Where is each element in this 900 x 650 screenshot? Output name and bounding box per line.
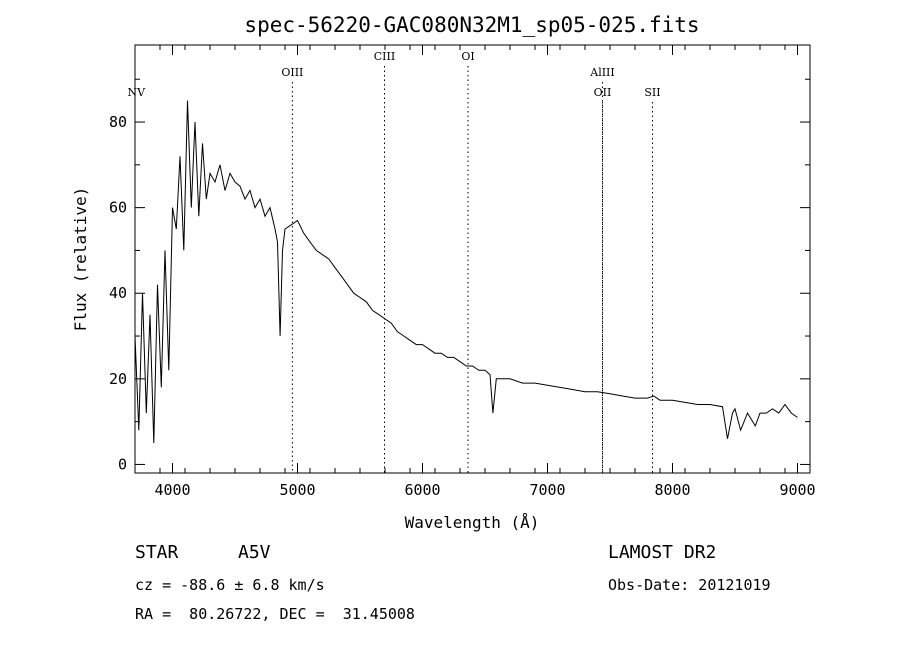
x-tick-label: 8000 — [654, 481, 690, 499]
spectral-line-markers: NV OIII CIII OI AlIII OII SII — [127, 50, 661, 473]
y-tick-label: 60 — [109, 199, 127, 217]
flux-curve-group — [134, 100, 798, 444]
line-marker-label: CIII — [374, 50, 395, 63]
y-axis-ticks: 0 20 40 60 80 — [109, 78, 810, 473]
y-tick-label: 80 — [109, 113, 127, 131]
y-tick-label: 40 — [109, 284, 127, 302]
x-tick-label: 7000 — [529, 481, 565, 499]
flux-line — [134, 100, 798, 444]
redshift-velocity: cz = -88.6 ± 6.8 km/s — [135, 576, 325, 594]
line-marker-label: OI — [461, 50, 474, 63]
coordinates: RA = 80.26722, DEC = 31.45008 — [135, 605, 415, 623]
line-marker-label: OII — [594, 86, 612, 99]
x-axis-ticks: 4000 5000 6000 7000 8000 9000 — [134, 45, 816, 499]
y-tick-label: 20 — [109, 370, 127, 388]
line-marker-label: AlIII — [589, 66, 615, 79]
line-marker-label: OIII — [281, 66, 303, 79]
y-axis-label: Flux (relative) — [71, 187, 90, 332]
spectrum-plot: spec-56220-GAC080N32M1_sp05-025.fits NV O… — [71, 13, 816, 532]
observation-date: Obs-Date: 20121019 — [608, 576, 771, 594]
plot-frame — [134, 44, 811, 474]
y-tick-label: 0 — [118, 455, 127, 473]
x-tick-label: 6000 — [404, 481, 440, 499]
line-marker-label: NV — [127, 86, 146, 99]
object-class: STAR — [135, 542, 179, 563]
x-tick-label: 5000 — [279, 481, 315, 499]
line-marker-label: SII — [644, 86, 660, 99]
x-axis-label: Wavelength (Å) — [405, 513, 540, 532]
x-tick-label: 4000 — [154, 481, 190, 499]
object-subclass: A5V — [238, 542, 271, 563]
chart-title: spec-56220-GAC080N32M1_sp05-025.fits — [244, 13, 699, 37]
survey-name: LAMOST DR2 — [608, 542, 717, 563]
x-tick-label: 9000 — [779, 481, 815, 499]
